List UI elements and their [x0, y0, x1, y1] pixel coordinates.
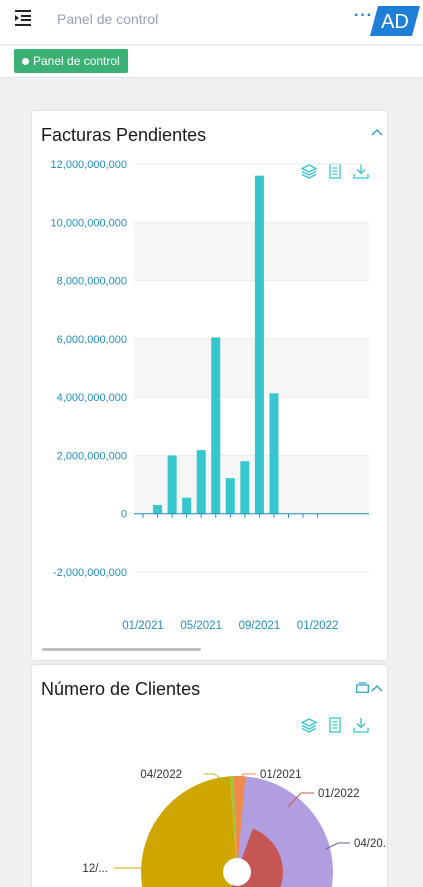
- data-view-icon[interactable]: [301, 717, 317, 733]
- breadcrumb-bar: Panel de control: [0, 46, 423, 78]
- pie-label-line: [238, 773, 256, 788]
- chart-toolbox: [301, 163, 369, 179]
- pie-label: 04/2022: [140, 769, 182, 781]
- data-view-icon[interactable]: [301, 163, 317, 179]
- card-numero-de-clientes: Número de Clientes 04/2022 01/2021 01/2022…: [32, 665, 387, 887]
- top-bar: Panel de control ··· AD: [0, 0, 423, 45]
- bar[interactable]: [167, 455, 177, 514]
- chevron-up-icon[interactable]: [371, 127, 383, 137]
- menu-indent-icon[interactable]: [14, 9, 34, 27]
- grid-band: [134, 222, 369, 281]
- more-menu-icon[interactable]: ···: [354, 7, 373, 24]
- window-restore-icon[interactable]: [356, 682, 369, 693]
- horizontal-scrollbar[interactable]: [42, 648, 201, 651]
- y-tick-label: -2,000,000,000: [53, 567, 127, 579]
- breadcrumb-label: Panel de control: [33, 54, 120, 68]
- bar[interactable]: [196, 450, 206, 514]
- bar[interactable]: [182, 497, 192, 514]
- bar[interactable]: [240, 461, 250, 514]
- download-icon[interactable]: [353, 163, 369, 179]
- pie-slice[interactable]: [233, 776, 246, 872]
- breadcrumb-tab[interactable]: Panel de control: [14, 49, 128, 73]
- x-tick-label: 01/2022: [297, 620, 339, 631]
- bar[interactable]: [269, 393, 279, 514]
- pie-label: 01/2021: [260, 769, 302, 781]
- y-tick-label: 8,000,000,000: [57, 276, 127, 288]
- pie-center: [223, 858, 251, 886]
- y-tick-label: 4,000,000,000: [57, 392, 127, 404]
- y-tick-label: 2,000,000,000: [57, 450, 127, 462]
- chevron-up-icon[interactable]: [371, 683, 383, 693]
- logo-text: AD: [381, 11, 409, 33]
- x-tick-label: 09/2021: [239, 620, 281, 631]
- bar[interactable]: [153, 504, 163, 514]
- y-tick-label: 0: [121, 509, 127, 521]
- pie-chart: 04/2022 01/2021 01/2022 04/20... 12/...: [82, 769, 387, 887]
- y-tick-label: 10,000,000,000: [51, 217, 127, 229]
- card-facturas-pendientes: Facturas Pendientes 12,000,000,000 10,000…: [32, 111, 387, 660]
- pie-label-line: [204, 773, 234, 788]
- chart-toolbox: [301, 717, 369, 733]
- y-tick-label: 6,000,000,000: [57, 334, 127, 346]
- y-tick-label: 12,000,000,000: [51, 159, 127, 171]
- logo: AD: [370, 6, 420, 36]
- pie-label: 12/...: [82, 863, 108, 875]
- active-dot-icon: [22, 57, 29, 65]
- bar-chart: 12,000,000,000 10,000,000,000 8,000,000,00…: [51, 159, 369, 631]
- pie-label-line: [325, 842, 350, 850]
- bar[interactable]: [211, 337, 221, 514]
- grid-band: [134, 338, 369, 398]
- pie-label-line: [287, 792, 314, 808]
- download-icon[interactable]: [353, 717, 369, 733]
- bar[interactable]: [254, 175, 264, 514]
- card-title: Facturas Pendientes: [41, 125, 207, 145]
- pie-slice[interactable]: [141, 776, 237, 887]
- bar[interactable]: [225, 478, 235, 514]
- pie-label: 01/2022: [318, 788, 360, 800]
- x-tick-label: 01/2021: [122, 620, 164, 631]
- card-title: Número de Clientes: [41, 679, 201, 699]
- x-tick-label: 05/2021: [180, 620, 222, 631]
- page-title: Panel de control: [57, 11, 159, 27]
- pie-slice[interactable]: [230, 776, 237, 872]
- pie-label: 04/20...: [354, 838, 387, 850]
- document-icon[interactable]: [327, 717, 343, 733]
